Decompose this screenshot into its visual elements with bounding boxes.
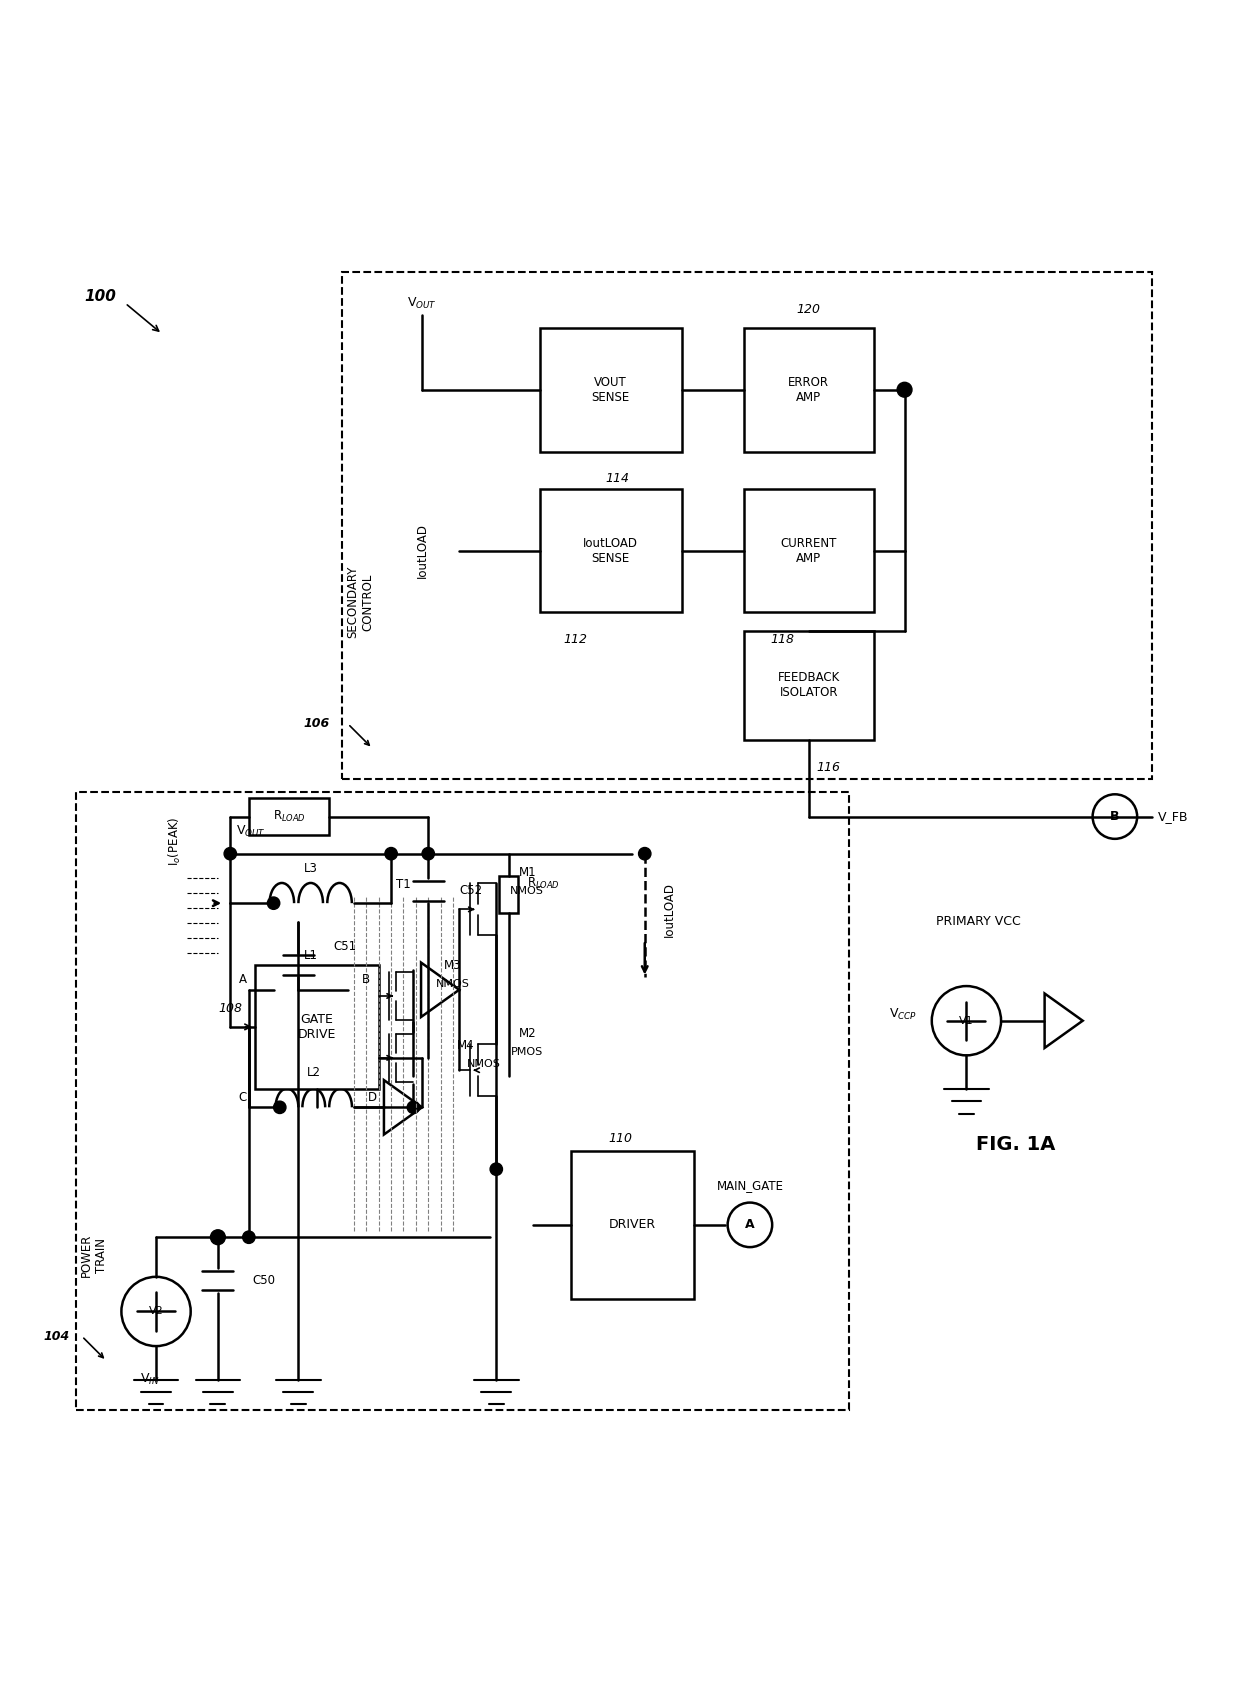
- Text: M4: M4: [456, 1039, 474, 1053]
- Circle shape: [384, 848, 397, 859]
- Circle shape: [293, 983, 305, 997]
- Text: NMOS: NMOS: [511, 886, 544, 895]
- Text: FEEDBACK
ISOLATOR: FEEDBACK ISOLATOR: [777, 671, 839, 700]
- Text: T1: T1: [396, 878, 410, 892]
- Text: V_FB: V_FB: [1158, 810, 1189, 824]
- Bar: [539, 488, 682, 612]
- Text: C: C: [238, 1092, 247, 1103]
- Text: DRIVER: DRIVER: [609, 1219, 656, 1231]
- Text: M1: M1: [518, 866, 536, 878]
- Text: I$_o$(PEAK): I$_o$(PEAK): [166, 817, 182, 866]
- Text: V$_{CCP}$: V$_{CCP}$: [889, 1007, 916, 1022]
- Text: 116: 116: [816, 761, 841, 773]
- Bar: [249, 798, 330, 836]
- Text: 106: 106: [303, 717, 330, 731]
- Text: C50: C50: [253, 1275, 275, 1287]
- Text: A: A: [238, 973, 247, 986]
- Circle shape: [274, 1102, 286, 1114]
- Text: M3: M3: [444, 959, 461, 971]
- Text: MAIN_GATE: MAIN_GATE: [717, 1178, 784, 1192]
- Text: V$_{IN}$: V$_{IN}$: [140, 1371, 160, 1387]
- Text: NMOS: NMOS: [467, 1059, 501, 1070]
- Circle shape: [274, 983, 286, 997]
- Circle shape: [897, 383, 911, 397]
- Text: 108: 108: [218, 1002, 243, 1015]
- Text: L2: L2: [306, 1066, 321, 1080]
- Bar: [76, 792, 849, 1410]
- Bar: [570, 1151, 694, 1298]
- Text: R$_{LOAD}$: R$_{LOAD}$: [273, 809, 305, 824]
- Text: ERROR
AMP: ERROR AMP: [789, 376, 830, 403]
- Text: A: A: [745, 1219, 755, 1231]
- Text: 120: 120: [796, 303, 821, 315]
- Bar: [500, 876, 518, 914]
- Text: V2: V2: [149, 1307, 164, 1317]
- Text: V$_{OUT}$: V$_{OUT}$: [237, 824, 267, 839]
- Bar: [255, 964, 378, 1088]
- Text: 110: 110: [608, 1132, 632, 1144]
- Text: 104: 104: [43, 1329, 69, 1342]
- Circle shape: [422, 848, 434, 859]
- Circle shape: [224, 848, 237, 859]
- Bar: [342, 273, 1152, 780]
- Text: 114: 114: [606, 473, 630, 485]
- Text: V1: V1: [959, 1015, 973, 1025]
- Text: B: B: [362, 973, 371, 986]
- Text: L1: L1: [304, 949, 317, 961]
- Text: C51: C51: [334, 941, 356, 953]
- Text: R$_{LOAD}$: R$_{LOAD}$: [527, 876, 560, 892]
- Text: GATE
DRIVE: GATE DRIVE: [298, 1014, 336, 1041]
- Text: 112: 112: [563, 634, 588, 646]
- Circle shape: [243, 1231, 255, 1244]
- Text: IoutLOAD: IoutLOAD: [415, 524, 429, 578]
- Text: M2: M2: [518, 1027, 536, 1039]
- Text: D: D: [368, 1092, 377, 1103]
- Text: NMOS: NMOS: [436, 978, 470, 988]
- Circle shape: [407, 1102, 419, 1114]
- Text: L3: L3: [304, 863, 317, 875]
- Text: VOUT
SENSE: VOUT SENSE: [591, 376, 630, 403]
- Text: PRIMARY VCC: PRIMARY VCC: [936, 915, 1022, 929]
- Bar: [539, 327, 682, 451]
- Text: PMOS: PMOS: [511, 1046, 543, 1056]
- Text: IoutLOAD: IoutLOAD: [663, 881, 676, 937]
- Bar: [744, 631, 874, 739]
- Text: 118: 118: [771, 634, 795, 646]
- Bar: [744, 488, 874, 612]
- Circle shape: [639, 848, 651, 859]
- Text: POWER
TRAIN: POWER TRAIN: [81, 1234, 108, 1278]
- Circle shape: [490, 1163, 502, 1175]
- Text: B: B: [1110, 810, 1120, 824]
- Text: IoutLOAD
SENSE: IoutLOAD SENSE: [583, 537, 639, 564]
- Text: CURRENT
AMP: CURRENT AMP: [780, 537, 837, 564]
- Text: C52: C52: [459, 885, 482, 897]
- Text: SECONDARY
CONTROL: SECONDARY CONTROL: [346, 566, 374, 637]
- Circle shape: [211, 1231, 226, 1244]
- Bar: [744, 327, 874, 451]
- Text: FIG. 1A: FIG. 1A: [976, 1136, 1055, 1154]
- Text: V$_{OUT}$: V$_{OUT}$: [407, 295, 436, 310]
- Circle shape: [268, 897, 280, 909]
- Text: 100: 100: [84, 290, 117, 305]
